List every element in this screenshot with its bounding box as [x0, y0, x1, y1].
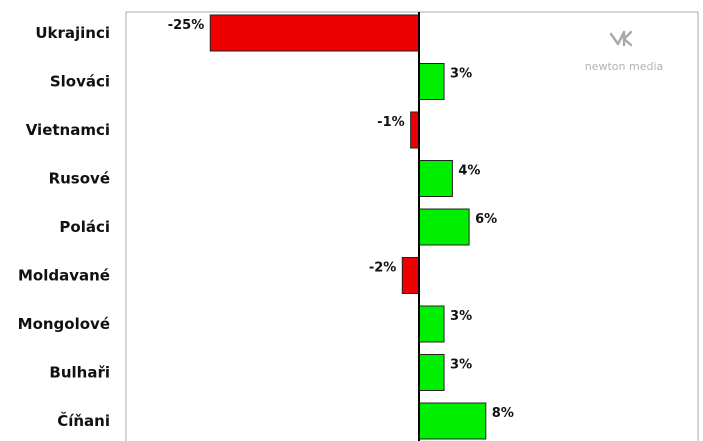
bar-4	[418, 160, 453, 197]
value-label: 8%	[492, 406, 514, 421]
bar-6	[401, 257, 420, 294]
category-labels: Ukrajinci Slováci Vietnamci Rusové Poláci Mol…	[18, 24, 110, 430]
category-label: Vietnamci	[26, 121, 110, 139]
logo-text: newton media	[585, 60, 664, 73]
bar-2	[418, 63, 445, 100]
value-label: 4%	[458, 164, 480, 179]
logo-mark-icon	[609, 30, 633, 47]
category-label: Poláci	[59, 218, 110, 236]
value-labels: -25% 3% -1% 4% 6% -2% 3% 3% 8%	[168, 18, 514, 421]
bar-8	[418, 354, 445, 391]
bar-3	[410, 111, 420, 149]
category-label: Ukrajinci	[35, 24, 110, 42]
category-label: Moldavané	[18, 267, 110, 285]
bars-group	[209, 14, 487, 440]
bar-7	[418, 305, 445, 343]
bar-9	[418, 402, 487, 440]
value-label: -25%	[168, 18, 205, 33]
value-label: 3%	[450, 309, 472, 324]
value-label: 3%	[450, 358, 472, 373]
value-label: -1%	[377, 115, 404, 130]
category-label: Rusové	[49, 170, 110, 188]
category-label: Slováci	[50, 73, 110, 91]
value-label: 6%	[475, 212, 497, 227]
category-label: Mongolové	[18, 315, 110, 333]
category-label: Bulhaři	[49, 364, 110, 382]
bar-5	[418, 208, 470, 246]
plot-frame	[125, 11, 699, 441]
category-label: Číňani	[57, 411, 110, 430]
newton-media-logo: newton media	[585, 30, 664, 73]
bar-1	[209, 14, 420, 52]
value-label: 3%	[450, 67, 472, 82]
value-label: -2%	[369, 261, 396, 276]
